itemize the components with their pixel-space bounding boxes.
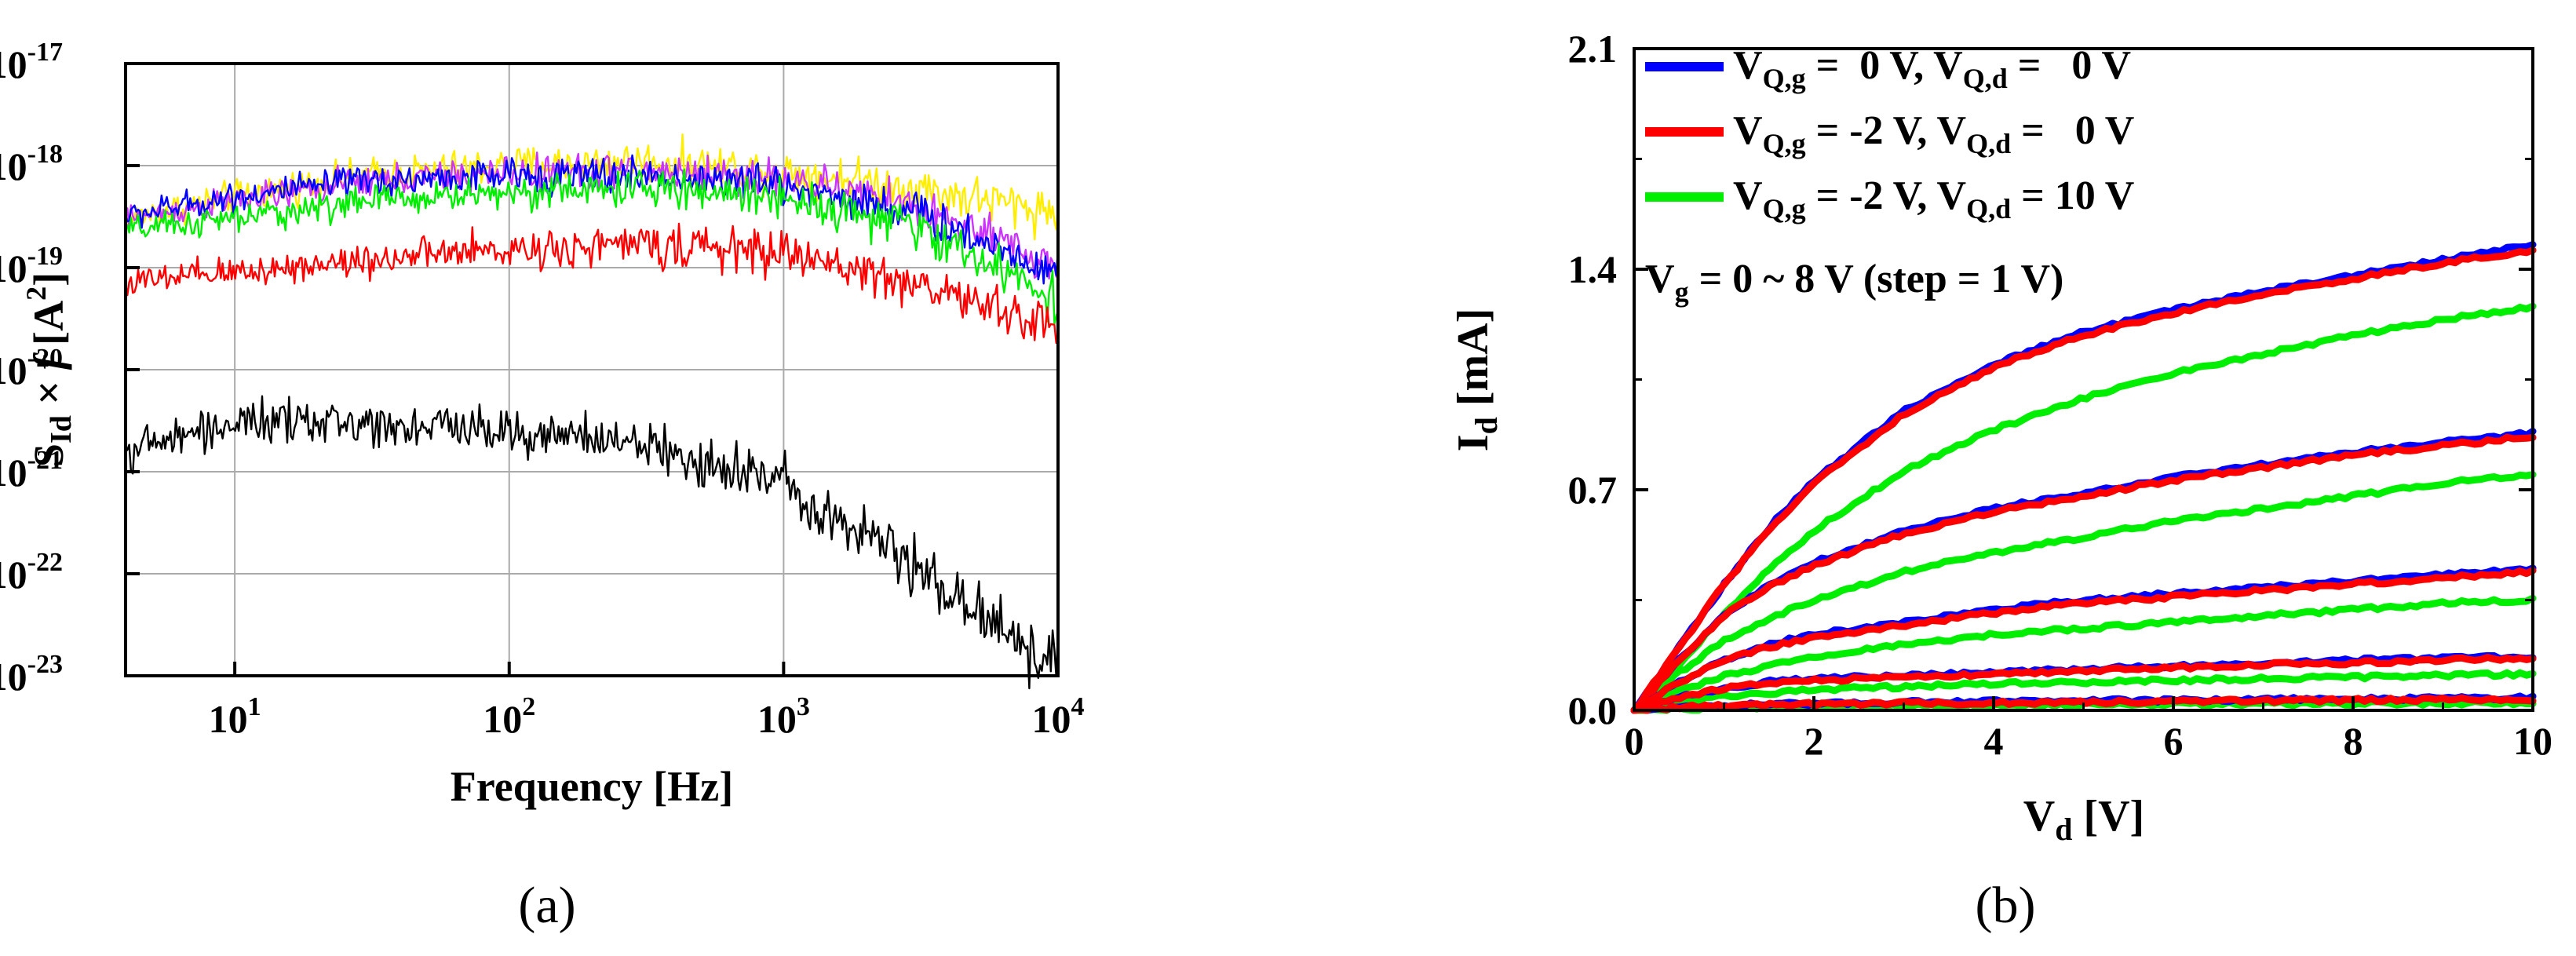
b-legend-label-2: VQ,g = -2 V, VQ,d = 0 V [1733,108,2134,159]
a-series-red [124,222,1060,345]
a-y-axis-label: SId × f [A2] [20,272,78,467]
b-legend-label-3: VQ,g = -2 V, VQ,d = 10 V [1733,173,2134,224]
b-series-vqg-2-vqd-10-vg-6 [1630,594,2537,714]
a-xtick-label-1: 101 [209,692,261,741]
a-xtick-label-4: 104 [1032,692,1085,741]
a-gridlines [126,64,1058,676]
b-y-axis-label: Id [mA] [1449,308,1504,451]
b-series-group [1630,241,2537,714]
a-series-blue [124,154,1060,285]
a-caption: (a) [518,877,575,934]
b-xtick-label-0: 0 [1625,719,1644,763]
a-ytick-label-17: 10-17 [0,38,63,86]
a-series-group [124,133,1060,690]
b-series-vqg-2-vqd-0-vg-5 [1630,654,2537,714]
b-xtick-label-10: 10 [2513,719,2552,763]
b-xtick-label-6: 6 [2164,719,2184,763]
b-series-vqg-2-vqd-0-vg-7 [1630,433,2537,714]
b-xtick-label-8: 8 [2344,719,2363,763]
a-ticks: 101 102 103 104 10-17 10-18 10-19 10-20 10-21 10-… [0,38,1085,741]
b-ytick-label-0-0: 0.0 [1568,688,1618,732]
b-series-vqg-2-vqd-0-vg-8 [1630,246,2537,714]
a-x-axis-label: Frequency [Hz] [451,763,733,810]
panel-a: 101 102 103 104 10-17 10-18 10-19 10-20 10-21 10-… [0,38,1085,934]
b-ytick-label-0-7: 0.7 [1568,468,1618,512]
b-legend: VQ,g = 0 V, VQ,d = 0 V VQ,g = -2 V, VQ,d … [1645,43,2134,224]
a-ytick-label-22: 10-22 [0,548,63,597]
b-series-vqg-2-vqd-10-vg-5 [1630,669,2537,714]
b-xtick-label-2: 2 [1804,719,1824,763]
b-series-vqg-2-vqd-0-vg-6 [1630,567,2537,714]
a-ytick-label-20: 10-20 [0,344,63,392]
b-legend-label-1: VQ,g = 0 V, VQ,d = 0 V [1733,43,2131,94]
a-series-green [124,168,1060,325]
a-xtick-label-2: 102 [483,692,535,741]
b-caption: (b) [1976,877,2036,934]
a-ytick-label-19: 10-19 [0,242,63,290]
a-ytick-label-23: 10-23 [0,650,63,699]
b-x-axis-label: Vd [V] [2023,792,2144,847]
b-xtick-label-4: 4 [1984,719,2004,763]
a-ytick-label-21: 10-21 [0,446,63,494]
b-annotation: Vg = 0 ~ 8 V (step = 1 V) [1645,257,2063,308]
a-xtick-label-3: 103 [757,692,810,741]
b-ytick-label-1-4: 1.4 [1568,247,1618,291]
b-series-vqg-2-vqd-0-vg-4 [1630,694,2537,714]
a-ytick-label-18: 10-18 [0,140,63,188]
b-ticks: 0 2 4 6 8 10 0.0 0.7 1.4 2.1 [1568,27,2553,763]
a-series-black [125,395,1060,690]
b-series-vqg-2-vqd-10-vg-7 [1630,471,2537,714]
b-series-vqg-2-vqd-10-vg-8 [1630,302,2537,714]
panel-b: 0 2 4 6 8 10 0.0 0.7 1.4 2.1 VQ,g = 0 V, VQ,d = 0… [1449,27,2552,934]
b-ytick-label-2-1: 2.1 [1568,27,1618,71]
